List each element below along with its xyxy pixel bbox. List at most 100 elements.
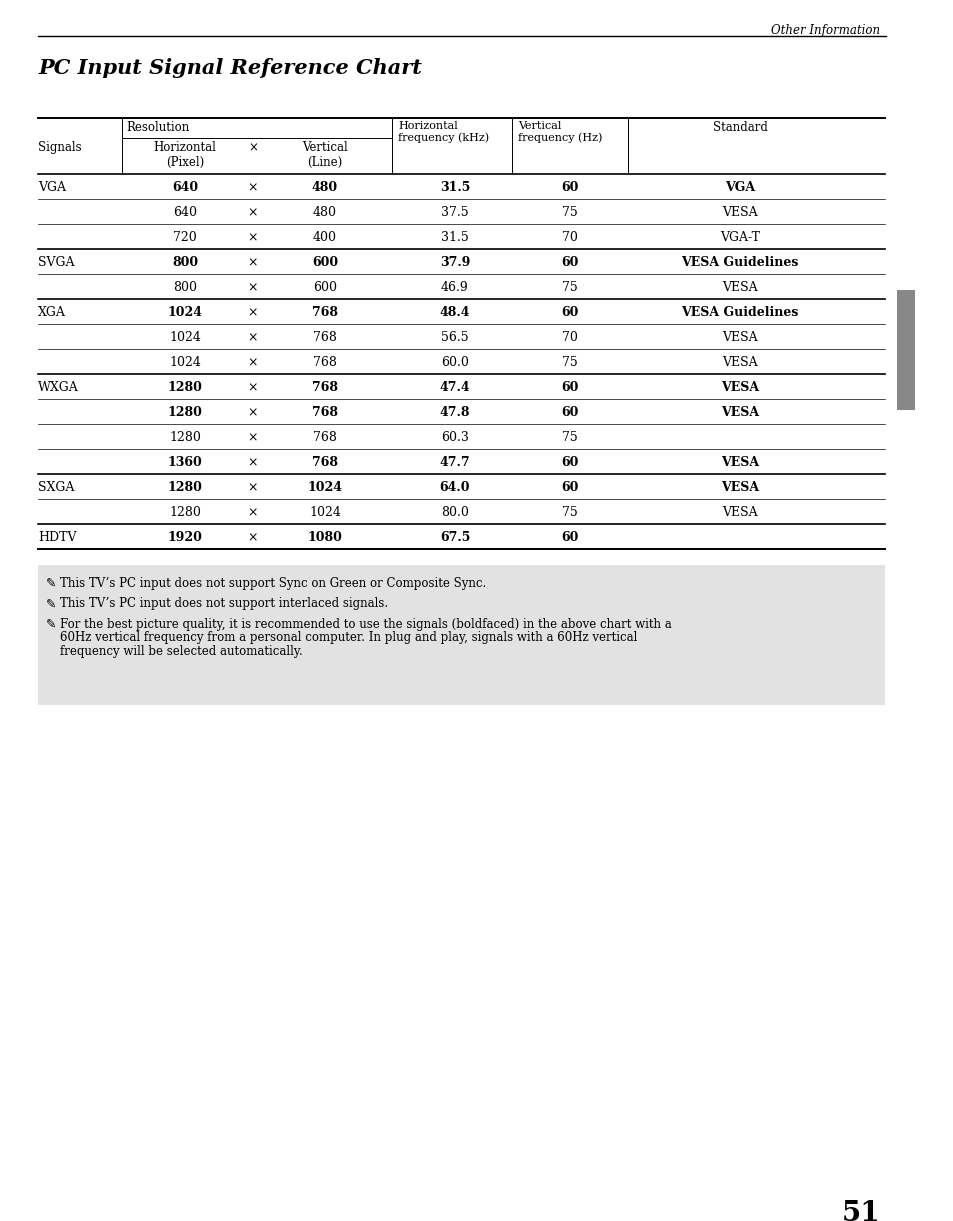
Text: 46.9: 46.9 bbox=[440, 281, 468, 294]
Text: 768: 768 bbox=[312, 381, 337, 394]
Text: Signals: Signals bbox=[38, 140, 82, 154]
Text: ×: × bbox=[248, 381, 258, 394]
Text: 60.3: 60.3 bbox=[440, 431, 469, 444]
Text: Vertical
frequency (Hz): Vertical frequency (Hz) bbox=[517, 121, 601, 143]
Text: Vertical
(Line): Vertical (Line) bbox=[302, 140, 348, 168]
Text: 800: 800 bbox=[172, 281, 196, 294]
Text: ×: × bbox=[248, 481, 258, 495]
Text: 1024: 1024 bbox=[309, 505, 340, 519]
Text: This TV’s PC input does not support interlaced signals.: This TV’s PC input does not support inte… bbox=[60, 597, 388, 610]
Text: 60: 60 bbox=[560, 531, 578, 545]
Text: ×: × bbox=[248, 431, 258, 444]
Text: ×: × bbox=[248, 407, 258, 419]
Text: 768: 768 bbox=[312, 455, 337, 469]
Text: 1024: 1024 bbox=[168, 306, 202, 319]
Text: 60: 60 bbox=[560, 455, 578, 469]
Text: 56.5: 56.5 bbox=[440, 331, 468, 344]
Text: SXGA: SXGA bbox=[38, 481, 74, 495]
Text: 600: 600 bbox=[312, 256, 337, 269]
Text: 37.5: 37.5 bbox=[440, 206, 468, 219]
Text: Horizontal
frequency (kHz): Horizontal frequency (kHz) bbox=[397, 121, 489, 143]
Text: 75: 75 bbox=[561, 281, 578, 294]
Text: ×: × bbox=[248, 281, 258, 294]
Text: ✎: ✎ bbox=[46, 578, 56, 590]
Text: VGA: VGA bbox=[724, 181, 754, 194]
Text: 48.4: 48.4 bbox=[439, 306, 470, 319]
Text: 51: 51 bbox=[841, 1200, 879, 1221]
Text: ×: × bbox=[248, 455, 258, 469]
Bar bbox=[38, 565, 884, 705]
Text: 75: 75 bbox=[561, 431, 578, 444]
Text: 60: 60 bbox=[560, 181, 578, 194]
Text: VESA: VESA bbox=[721, 331, 757, 344]
Text: VESA: VESA bbox=[720, 455, 759, 469]
Text: 60: 60 bbox=[560, 256, 578, 269]
Text: 640: 640 bbox=[172, 181, 198, 194]
Text: VESA: VESA bbox=[720, 381, 759, 394]
Text: ×: × bbox=[248, 231, 258, 244]
Text: 768: 768 bbox=[313, 331, 336, 344]
Text: HDTV: HDTV bbox=[38, 531, 76, 545]
Bar bbox=[896, 291, 914, 410]
Text: VESA: VESA bbox=[720, 407, 759, 419]
Text: 60: 60 bbox=[560, 407, 578, 419]
Text: VESA Guidelines: VESA Guidelines bbox=[680, 256, 798, 269]
Text: 37.9: 37.9 bbox=[439, 256, 470, 269]
Text: Standard: Standard bbox=[712, 121, 766, 134]
Text: 1024: 1024 bbox=[169, 331, 201, 344]
Text: 60: 60 bbox=[560, 306, 578, 319]
Text: 768: 768 bbox=[312, 306, 337, 319]
Text: ×: × bbox=[248, 140, 257, 154]
Text: 1280: 1280 bbox=[168, 381, 202, 394]
Text: 1024: 1024 bbox=[169, 357, 201, 369]
Text: 1920: 1920 bbox=[168, 531, 202, 545]
Text: 80.0: 80.0 bbox=[440, 505, 469, 519]
Text: 1360: 1360 bbox=[168, 455, 202, 469]
Text: 47.4: 47.4 bbox=[439, 381, 470, 394]
Text: 1280: 1280 bbox=[169, 505, 201, 519]
Text: This TV’s PC input does not support Sync on Green or Composite Sync.: This TV’s PC input does not support Sync… bbox=[60, 578, 486, 590]
Text: 768: 768 bbox=[313, 431, 336, 444]
Text: 75: 75 bbox=[561, 206, 578, 219]
Text: 640: 640 bbox=[172, 206, 196, 219]
Text: 1280: 1280 bbox=[169, 431, 201, 444]
Text: ✎: ✎ bbox=[46, 597, 56, 610]
Text: 768: 768 bbox=[313, 357, 336, 369]
Text: 400: 400 bbox=[313, 231, 336, 244]
Text: 768: 768 bbox=[312, 407, 337, 419]
Text: 64.0: 64.0 bbox=[439, 481, 470, 495]
Text: ×: × bbox=[248, 505, 258, 519]
Text: Horizontal
(Pixel): Horizontal (Pixel) bbox=[153, 140, 216, 168]
Text: 1080: 1080 bbox=[307, 531, 342, 545]
Text: VESA: VESA bbox=[721, 281, 757, 294]
Text: 480: 480 bbox=[312, 181, 337, 194]
Text: 800: 800 bbox=[172, 256, 198, 269]
Text: ×: × bbox=[248, 306, 258, 319]
Text: 600: 600 bbox=[313, 281, 336, 294]
Text: 70: 70 bbox=[561, 231, 578, 244]
Text: 67.5: 67.5 bbox=[439, 531, 470, 545]
Text: VESA: VESA bbox=[721, 505, 757, 519]
Text: ×: × bbox=[248, 256, 258, 269]
Text: For the best picture quality, it is recommended to use the signals (boldfaced) i: For the best picture quality, it is reco… bbox=[60, 618, 671, 631]
Text: frequency will be selected automatically.: frequency will be selected automatically… bbox=[60, 645, 302, 658]
Text: 70: 70 bbox=[561, 331, 578, 344]
Text: SVGA: SVGA bbox=[38, 256, 74, 269]
Text: 60.0: 60.0 bbox=[440, 357, 469, 369]
Text: 1280: 1280 bbox=[168, 407, 202, 419]
Text: VESA: VESA bbox=[720, 481, 759, 495]
Text: 47.8: 47.8 bbox=[439, 407, 470, 419]
Text: 31.5: 31.5 bbox=[440, 231, 468, 244]
Text: ×: × bbox=[248, 357, 258, 369]
Text: ×: × bbox=[248, 181, 258, 194]
Text: 1024: 1024 bbox=[307, 481, 342, 495]
Text: Resolution: Resolution bbox=[126, 121, 189, 134]
Text: ✎: ✎ bbox=[46, 618, 56, 631]
Text: 75: 75 bbox=[561, 505, 578, 519]
Text: ×: × bbox=[248, 331, 258, 344]
Text: 480: 480 bbox=[313, 206, 336, 219]
Text: VESA: VESA bbox=[721, 206, 757, 219]
Text: Other Information: Other Information bbox=[770, 24, 879, 37]
Text: 720: 720 bbox=[172, 231, 196, 244]
Text: 60Hz vertical frequency from a personal computer. In plug and play, signals with: 60Hz vertical frequency from a personal … bbox=[60, 631, 637, 645]
